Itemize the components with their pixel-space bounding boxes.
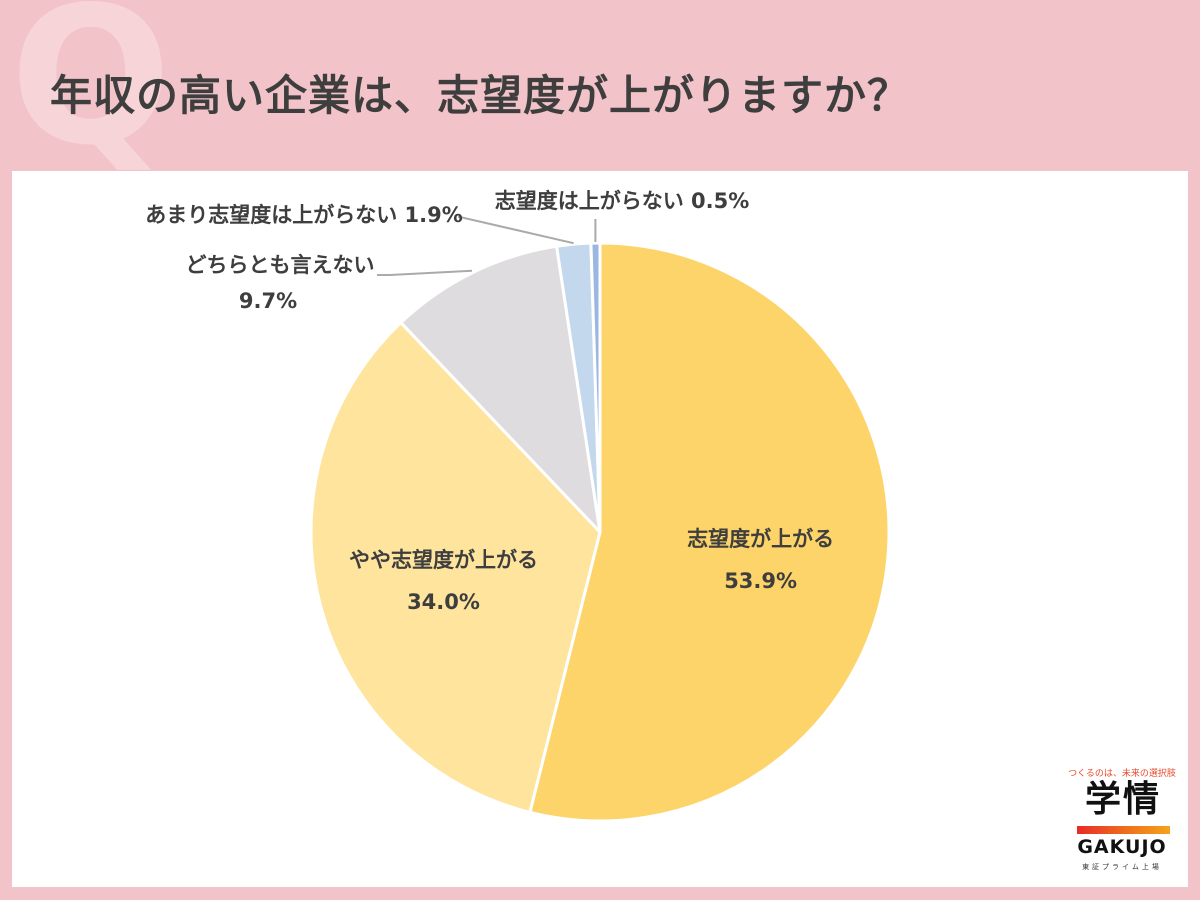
pie-slice-1 [528, 241, 891, 823]
pie-slice-5 [589, 241, 602, 534]
data-label-slice-1-name: 志望度が上がる [687, 527, 834, 551]
data-label-slice-5: 志望度は上がらない 0.5% [495, 189, 750, 213]
q-watermark: Q [10, 0, 172, 187]
data-label-slice-2-name: やや志望度が上がる [349, 548, 538, 572]
pie-slice-3 [399, 244, 602, 534]
data-label-slice-1-value: 53.9% [724, 569, 797, 593]
pie-chart: 志望度が上がる 53.9% やや志望度が上がる 34.0% どちらとも言えない 9.7% あ… [145, 189, 891, 823]
logo-subtitle: 東証プライム上場 [1082, 863, 1162, 871]
gakujo-logo: つくるのは、未来の選択肢 学情 GAKUJO 東証プライム上場 [1062, 766, 1182, 876]
logo-bar [1077, 826, 1170, 834]
logo-kanji: 学情 [1084, 779, 1161, 820]
leader-line-slice-3 [377, 269, 473, 276]
data-label-slice-2-value: 34.0% [407, 590, 480, 614]
logo-wordmark: GAKUJO [1077, 836, 1167, 858]
data-label-slice-4: あまり志望度は上がらない 1.9% [145, 203, 463, 227]
pie-slice-2 [309, 321, 602, 814]
logo-tagline: つくるのは、未来の選択肢 [1068, 769, 1176, 779]
page-title: 年収の高い企業は、志望度が上がりますか？ [50, 71, 911, 120]
leader-line-slice-4 [458, 216, 574, 245]
chart-card: 志望度が上がる 53.9% やや志望度が上がる 34.0% どちらとも言えない 9.7% あ… [12, 171, 1188, 887]
data-label-slice-3-value: 9.7% [239, 289, 297, 313]
data-label-slice-3-name: どちらとも言えない [186, 253, 375, 277]
